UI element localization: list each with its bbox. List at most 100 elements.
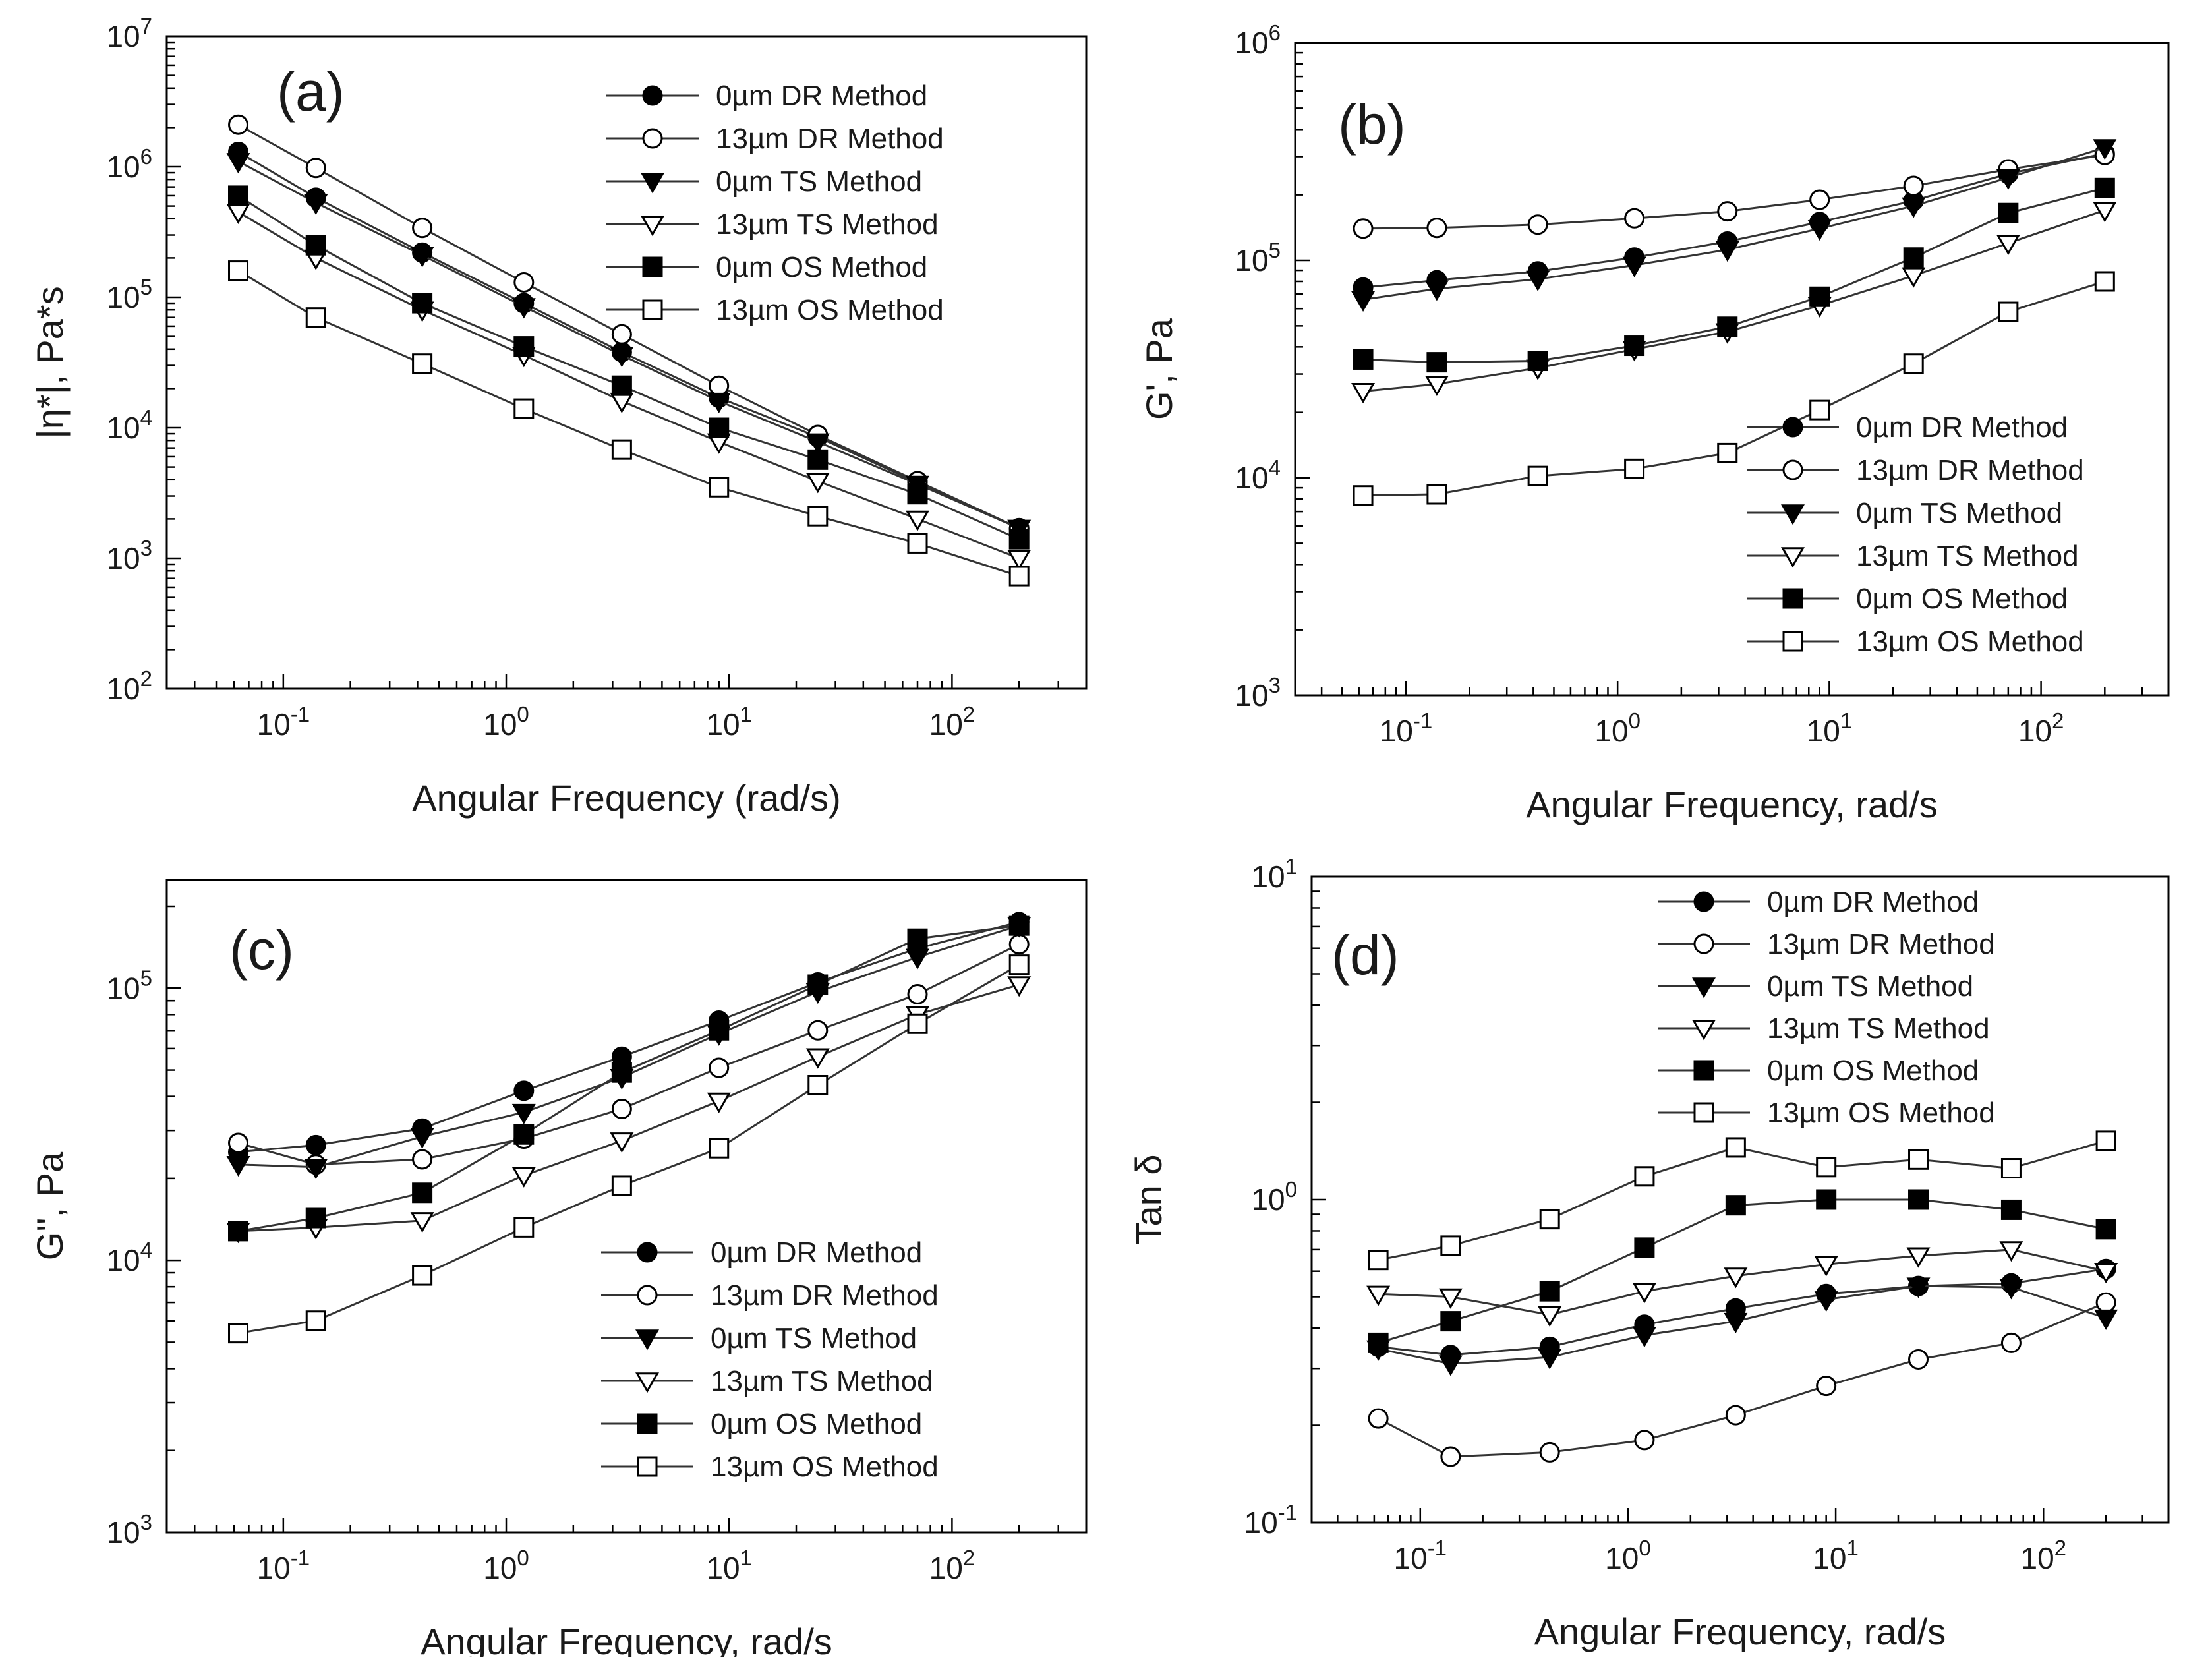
- data-point: [1634, 1166, 1655, 1187]
- data-point: [1624, 335, 1645, 357]
- data-point: [1368, 1408, 1389, 1429]
- series-4: [228, 915, 1030, 1242]
- data-point: [1724, 1267, 1748, 1289]
- data-point: [1368, 1332, 1389, 1353]
- data-point: [1903, 247, 1924, 268]
- data-point: [1007, 976, 1032, 997]
- data-point: [709, 375, 730, 396]
- data-point: [610, 347, 634, 368]
- panel-label: (d): [1331, 924, 1399, 986]
- y-tick-label: 105: [106, 275, 152, 314]
- legend-marker: [642, 299, 663, 320]
- legend-label: 13µm DR Method: [716, 123, 944, 155]
- x-tick-label: 102: [2018, 709, 2064, 748]
- legend-label: 13µm TS Method: [711, 1365, 933, 1397]
- data-point: [1008, 566, 1030, 587]
- data-point: [807, 1074, 829, 1095]
- data-point: [709, 1057, 730, 1078]
- legend-marker: [1780, 547, 1805, 568]
- series-line: [238, 924, 1020, 1169]
- data-point: [805, 433, 830, 454]
- legend-marker: [1782, 588, 1803, 609]
- legend-label: 0µm TS Method: [711, 1322, 917, 1354]
- data-point: [1426, 352, 1447, 373]
- plot-frame: [165, 35, 1088, 690]
- x-tick-label: 10-1: [1394, 1536, 1447, 1575]
- data-point: [1440, 1235, 1461, 1256]
- data-point: [228, 1221, 249, 1242]
- data-point: [805, 1048, 830, 1069]
- legend-label: 13µm DR Method: [1767, 928, 1995, 960]
- y-tick-label: 102: [106, 666, 152, 706]
- data-point: [1998, 202, 2019, 223]
- data-point: [511, 1167, 536, 1188]
- data-point: [907, 983, 928, 1004]
- data-point: [226, 1156, 250, 1177]
- data-point: [1539, 1441, 1560, 1463]
- data-point: [1353, 485, 1374, 506]
- data-point: [1725, 1137, 1746, 1158]
- y-tick-label: 107: [106, 14, 152, 53]
- data-point: [1424, 280, 1449, 301]
- series-line: [238, 921, 1020, 1153]
- data-point: [1902, 197, 1926, 218]
- data-point: [1903, 353, 1924, 374]
- data-point: [1725, 1405, 1746, 1426]
- series-3: [1366, 1241, 2118, 1327]
- y-tick-label: 104: [1235, 455, 1281, 495]
- data-point: [226, 203, 250, 225]
- data-point: [305, 1310, 326, 1331]
- data-point: [1440, 1311, 1461, 1332]
- data-point: [304, 194, 328, 215]
- data-point: [513, 398, 535, 419]
- data-point: [1998, 301, 2019, 322]
- data-point: [611, 324, 632, 345]
- data-point: [412, 218, 433, 239]
- data-point: [1351, 382, 1376, 404]
- data-point: [305, 307, 326, 328]
- x-axis-title: Angular Frequency, rad/s: [1534, 1611, 1946, 1652]
- data-point: [1351, 291, 1376, 312]
- x-tick-label: 10-1: [257, 1546, 310, 1585]
- data-point: [2000, 1158, 2022, 1179]
- panel-d: 10-1 100 101 102 10-1 100 101 Angular Frequency…: [1128, 854, 2170, 1652]
- data-point: [1717, 201, 1738, 222]
- data-point: [513, 1124, 535, 1145]
- series-4: [228, 185, 1030, 550]
- y-tick-label: 106: [106, 144, 152, 184]
- data-point: [511, 298, 536, 319]
- legend-marker: [637, 1242, 658, 1263]
- x-tick-label: 101: [706, 702, 752, 741]
- data-point: [805, 473, 830, 494]
- data-point: [1634, 1430, 1655, 1451]
- data-point: [1440, 1446, 1461, 1467]
- data-point: [1368, 1250, 1389, 1271]
- series-line: [1378, 1301, 2107, 1458]
- data-point: [1539, 1281, 1560, 1302]
- x-tick-label: 100: [1605, 1536, 1651, 1575]
- y-tick-label: 103: [106, 1510, 152, 1550]
- data-point: [2094, 1263, 2118, 1284]
- data-point: [1906, 1247, 1931, 1268]
- y-tick-label: 104: [106, 1238, 152, 1277]
- data-point: [1538, 1306, 1562, 1327]
- x-tick-label: 101: [1807, 709, 1853, 748]
- y-tick-label: 106: [1235, 20, 1281, 60]
- y-tick-label: 104: [106, 405, 152, 445]
- data-point: [1908, 1149, 1929, 1170]
- plot-frame: [1294, 42, 2170, 697]
- y-tick-label: 105: [106, 966, 152, 1005]
- data-point: [1624, 458, 1645, 479]
- data-point: [906, 948, 930, 970]
- data-point: [1527, 351, 1548, 372]
- legend-marker: [637, 1456, 658, 1477]
- legend-marker: [1782, 459, 1803, 480]
- data-point: [610, 392, 634, 413]
- data-point: [1353, 349, 1374, 370]
- data-point: [1814, 1256, 1838, 1277]
- x-tick-label: 10-1: [1380, 709, 1433, 748]
- legend-marker: [1693, 933, 1714, 954]
- data-point: [1538, 1349, 1562, 1370]
- data-point: [412, 353, 433, 374]
